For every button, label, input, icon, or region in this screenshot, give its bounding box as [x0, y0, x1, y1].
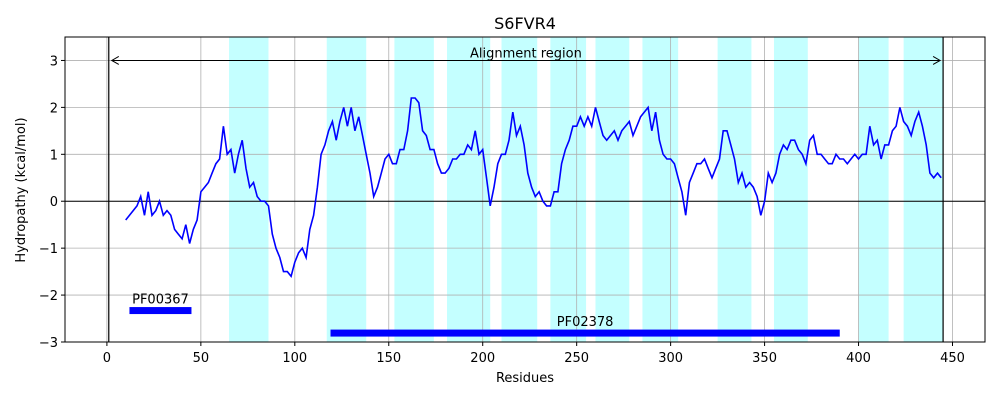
domain-label: PF02378 — [557, 315, 614, 330]
tm-region — [858, 37, 889, 342]
tm-region — [773, 37, 808, 342]
x-tick-label: 250 — [564, 351, 589, 366]
y-axis-label: Hydropathy (kcal/mol) — [14, 117, 29, 262]
x-tick-label: 200 — [470, 351, 495, 366]
tm-region — [501, 37, 538, 342]
y-tick-label: 0 — [50, 195, 58, 210]
arrow-head — [110, 56, 942, 65]
x-tick-label: 50 — [193, 351, 210, 366]
tm-region — [550, 37, 587, 342]
y-tick-label: 1 — [50, 148, 58, 163]
tm-region — [903, 37, 944, 342]
x-axis-label: Residues — [496, 371, 554, 386]
tm-region — [394, 37, 434, 342]
tm-region — [229, 37, 269, 342]
tm-region — [642, 37, 679, 342]
x-tick-label: 400 — [846, 351, 871, 366]
x-tick-label: 150 — [376, 351, 401, 366]
tm-region — [447, 37, 491, 342]
tm-region — [717, 37, 752, 342]
chart-title: S6FVR4 — [494, 14, 556, 33]
alignment-label: Alignment region — [470, 46, 582, 61]
domain-bar — [129, 307, 192, 315]
x-tick-label: 350 — [752, 351, 777, 366]
y-tick-label: −2 — [39, 289, 58, 304]
tm-region — [326, 37, 367, 342]
y-tick-label: −3 — [39, 336, 58, 351]
y-tick-label: 3 — [50, 54, 58, 69]
x-tick-label: 450 — [940, 351, 965, 366]
y-tick-label: 2 — [50, 101, 58, 116]
hydropathy-line — [125, 97, 942, 279]
domain-bar — [330, 329, 840, 337]
tm-region — [595, 37, 630, 342]
x-tick-label: 300 — [658, 351, 683, 366]
x-tick-label: 0 — [103, 351, 111, 366]
x-tick-label: 100 — [282, 351, 307, 366]
y-tick-label: −1 — [39, 242, 58, 257]
plot-frame — [64, 36, 986, 343]
domain-label: PF00367 — [132, 293, 189, 308]
